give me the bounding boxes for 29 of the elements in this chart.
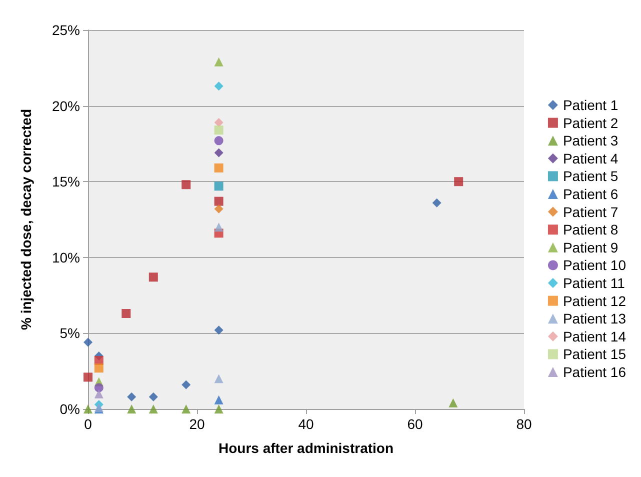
x-tick-label: 0 xyxy=(84,416,92,432)
legend-label: Patient 8 xyxy=(562,222,618,238)
y-tick-label: 15% xyxy=(52,174,80,190)
y-axis-title: % injected dose, decay corrected xyxy=(18,109,34,330)
x-tick-label: 20 xyxy=(189,416,205,432)
legend-label: Patient 2 xyxy=(562,114,618,131)
legend-label: Patient 6 xyxy=(562,186,618,202)
x-tick-label: 40 xyxy=(298,416,314,432)
legend-label: Patient 5 xyxy=(562,168,618,184)
y-tick-label: 5% xyxy=(60,325,80,342)
x-tick-label: 80 xyxy=(516,416,532,432)
legend-label: Patient 12 xyxy=(562,292,626,309)
legend-label: Patient 1 xyxy=(562,97,618,113)
legend-label: Patient 14 xyxy=(562,328,626,344)
legend-label: Patient 3 xyxy=(562,132,618,149)
legend-label: Patient 4 xyxy=(562,150,618,166)
y-tick-label: 25% xyxy=(52,22,80,38)
legend-label: Patient 15 xyxy=(562,346,626,362)
legend-label: Patient 10 xyxy=(562,257,626,274)
legend-label: Patient 11 xyxy=(562,275,626,291)
legend-label: Patient 13 xyxy=(562,310,626,327)
legend-label: Patient 7 xyxy=(562,204,618,220)
y-tick-label: 10% xyxy=(52,249,80,266)
x-axis-title: Hours after administration xyxy=(218,440,394,456)
y-tick-label: 0% xyxy=(60,401,80,417)
legend-label: Patient 9 xyxy=(562,239,618,256)
legend-label: Patient 16 xyxy=(562,364,626,380)
x-tick-label: 60 xyxy=(407,416,423,432)
y-tick-label: 20% xyxy=(52,98,80,114)
